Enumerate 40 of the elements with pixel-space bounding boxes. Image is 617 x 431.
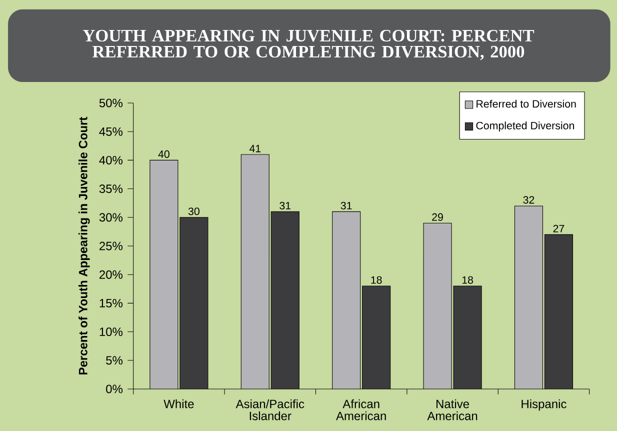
y-axis-title: Percent of Youth Appearing in Juvenile Court: [78, 116, 90, 374]
bar: [514, 206, 543, 389]
y-tick-label: 0%: [106, 384, 123, 394]
bar: [424, 223, 452, 389]
x-tick-label: Hispanic: [522, 399, 566, 411]
bar: [180, 217, 208, 389]
data-label: 31: [280, 202, 291, 210]
x-tick-label: African American: [336, 399, 386, 420]
y-tick-label: 30%: [99, 213, 123, 222]
data-label: 31: [340, 202, 352, 210]
bar: [241, 154, 270, 389]
bar: [454, 286, 482, 389]
y-tick-label: 5%: [106, 356, 123, 365]
data-label: 27: [553, 224, 564, 232]
bar: [332, 212, 360, 389]
y-tick-label: 40%: [99, 156, 123, 164]
chart-title: YOUTH APPEARING IN JUVENILE COURT: PERCENT REFERRED TO OR COMPLETING DIVERSION, 2000: [82, 30, 534, 60]
bar: [544, 234, 573, 389]
x-tick-label: Native American: [427, 399, 478, 420]
y-tick-label: 45%: [99, 127, 123, 136]
y-tick-label: 50%: [99, 98, 123, 108]
data-label: 32: [523, 196, 534, 204]
data-label: 41: [249, 144, 261, 152]
x-tick-label: Asian/Pacific Islander: [236, 399, 304, 420]
x-tick-label: White: [164, 399, 194, 408]
bar: [150, 160, 178, 389]
data-label: 18: [462, 276, 473, 284]
data-label: 40: [158, 150, 170, 158]
y-tick-label: 20%: [100, 270, 123, 279]
data-label: 18: [371, 276, 382, 284]
y-tick-label: 15%: [100, 298, 123, 308]
y-tick-label: 35%: [99, 184, 123, 194]
y-tick-label: 10%: [100, 328, 123, 336]
data-label: 30: [188, 208, 200, 216]
y-tick-label: 25%: [100, 242, 123, 250]
legend-label: Referred to Diversion: [476, 100, 576, 108]
bar: [271, 212, 300, 389]
legend-label: Completed Diversion: [476, 122, 574, 132]
data-label: 29: [432, 213, 443, 221]
bar: [362, 286, 390, 389]
